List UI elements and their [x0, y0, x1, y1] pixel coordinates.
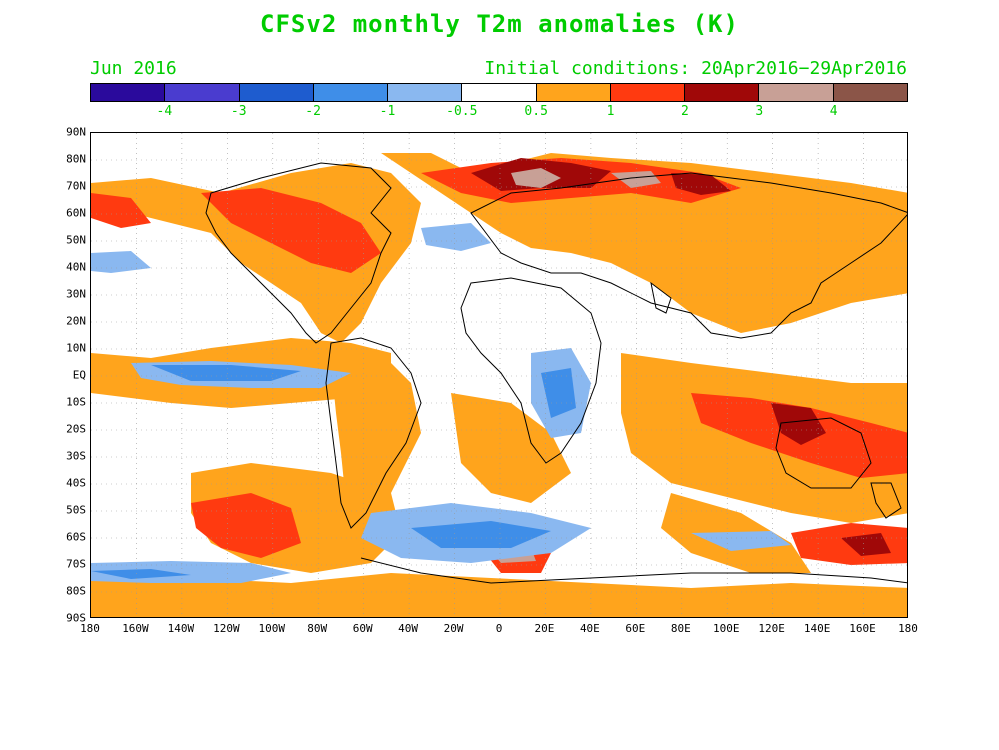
colorbar-swatch [462, 84, 537, 101]
colorbar-tick-label: -0.5 [446, 104, 478, 119]
longitude-label: 120E [758, 622, 785, 635]
anomaly-blue-patches [91, 365, 576, 579]
latitude-label: 30N [66, 287, 86, 301]
colorbar-swatch [165, 84, 240, 101]
longitude-label: 140W [167, 622, 195, 635]
latitude-label: 10N [66, 341, 86, 355]
graticule [91, 133, 907, 617]
latitude-label: 40N [66, 260, 86, 274]
longitude-label: 180 [80, 622, 100, 635]
latitude-label: 70N [66, 179, 86, 193]
colorbar-tick-label: -3 [230, 104, 247, 119]
initial-conditions: Initial conditions: 20Apr2016−29Apr2016 [484, 58, 907, 79]
latitude-label: 30S [66, 449, 86, 463]
latitude-label: 90N [66, 125, 86, 139]
colorbar-tick-label: -4 [156, 104, 173, 119]
forecast-month: Jun 2016 [90, 58, 177, 79]
coastlines [205, 162, 907, 584]
colorbar-tick-label: 2 [680, 104, 689, 119]
longitude-label: 40W [398, 622, 419, 635]
longitude-label: 140E [803, 622, 831, 635]
latitude-label: 60N [66, 206, 86, 220]
colorbar-tick-label: 0.5 [524, 104, 548, 119]
latitude-label: 60S [66, 530, 86, 544]
longitude-label: 100E [712, 622, 740, 635]
latitude-label: 20N [66, 314, 86, 328]
longitude-label: 100W [258, 622, 286, 635]
latitude-label: 10S [66, 395, 86, 409]
longitude-label: 40E [579, 622, 600, 635]
longitude-label: 20E [534, 622, 555, 635]
longitude-label: 80W [307, 622, 328, 635]
colorbar-swatch [685, 84, 760, 101]
colorbar-swatch [239, 84, 314, 101]
longitude-label: 60E [625, 622, 646, 635]
anomaly-map-svg [91, 133, 907, 617]
latitude-label: 20S [66, 422, 86, 436]
longitude-label: 0 [495, 622, 503, 635]
latitude-label: EQ [72, 368, 86, 382]
colorbar-tick-label: -1 [379, 104, 396, 119]
colorbar-swatch [610, 84, 686, 101]
latitude-label: 90S [66, 611, 86, 625]
longitude-label: 80E [670, 622, 691, 635]
colorbar-swatch [759, 84, 834, 101]
colorbar-swatch [833, 84, 907, 101]
longitude-label: 120W [213, 622, 240, 635]
colorbar-tick-label: 4 [829, 104, 838, 119]
latitude-label: 50S [66, 503, 86, 517]
latitude-label: 70S [66, 557, 86, 571]
longitude-label: 180 [898, 622, 918, 635]
colorbar-tick-label: 3 [755, 104, 764, 119]
colorbar-swatch [91, 84, 166, 101]
colorbar-swatch [388, 84, 463, 101]
colorbar [90, 83, 908, 102]
longitude-label: 20W [443, 622, 464, 635]
colorbar-swatch [313, 84, 389, 101]
longitude-label: 60W [352, 622, 373, 635]
colorbar-tick-label: 1 [606, 104, 615, 119]
latitude-label: 80S [66, 584, 86, 598]
colorbar-tick-label: -2 [305, 104, 321, 119]
longitude-label: 160W [122, 622, 149, 635]
world-map [90, 132, 908, 618]
longitude-label: 160E [849, 622, 876, 635]
map-title: CFSv2 monthly T2m anomalies (K) [260, 10, 739, 38]
colorbar-swatch [536, 84, 611, 101]
latitude-label: 50N [66, 233, 86, 247]
latitude-label: 80N [66, 152, 86, 166]
latitude-label: 40S [66, 476, 86, 490]
